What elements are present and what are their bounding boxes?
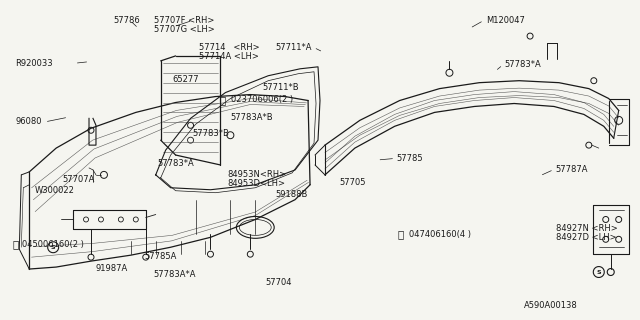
Text: 57783A*B: 57783A*B: [231, 113, 273, 122]
Text: 59188B: 59188B: [275, 190, 308, 199]
Text: S: S: [51, 245, 56, 250]
Text: 57707F <RH>: 57707F <RH>: [154, 16, 214, 25]
Text: 65277: 65277: [172, 75, 199, 84]
Text: A590A00138: A590A00138: [524, 301, 578, 310]
Text: 57707A: 57707A: [62, 174, 94, 184]
Text: 57707G <LH>: 57707G <LH>: [154, 25, 215, 35]
Text: 023706006(2 ): 023706006(2 ): [231, 95, 293, 104]
Text: 57705: 57705: [339, 178, 365, 187]
Text: 84927D <LH>: 84927D <LH>: [556, 233, 616, 242]
Text: 57783*A: 57783*A: [157, 159, 195, 168]
Text: 96080: 96080: [15, 117, 42, 126]
Text: 047406160(4 ): 047406160(4 ): [409, 230, 471, 239]
Text: 57786: 57786: [113, 16, 140, 25]
Text: W300022: W300022: [35, 186, 75, 195]
Text: 57783*B: 57783*B: [193, 129, 229, 138]
Text: 84927N <RH>: 84927N <RH>: [556, 224, 618, 233]
Text: 91987A: 91987A: [96, 264, 128, 273]
Text: 57711*A: 57711*A: [275, 43, 312, 52]
Text: 57787A: 57787A: [556, 165, 588, 174]
Text: 57785: 57785: [396, 154, 423, 163]
Text: 84953D<LH>: 84953D<LH>: [228, 179, 285, 188]
Text: 57783A*A: 57783A*A: [153, 270, 196, 279]
Text: 045006160(2 ): 045006160(2 ): [22, 240, 84, 249]
Text: Ⓢ: Ⓢ: [397, 229, 403, 240]
Text: S: S: [596, 269, 601, 275]
Text: 57704: 57704: [266, 278, 292, 287]
Text: 57711*B: 57711*B: [262, 83, 300, 92]
Text: Ⓝ: Ⓝ: [220, 95, 226, 105]
Text: R920033: R920033: [15, 59, 53, 68]
Text: M120047: M120047: [486, 16, 525, 25]
Text: 84953N<RH>: 84953N<RH>: [228, 170, 287, 179]
Text: 57714   <RH>: 57714 <RH>: [199, 43, 260, 52]
Text: 57783*A: 57783*A: [505, 60, 541, 69]
Text: 57785A: 57785A: [145, 252, 177, 261]
Text: 57714A <LH>: 57714A <LH>: [199, 52, 259, 61]
Text: Ⓢ: Ⓢ: [13, 239, 19, 249]
